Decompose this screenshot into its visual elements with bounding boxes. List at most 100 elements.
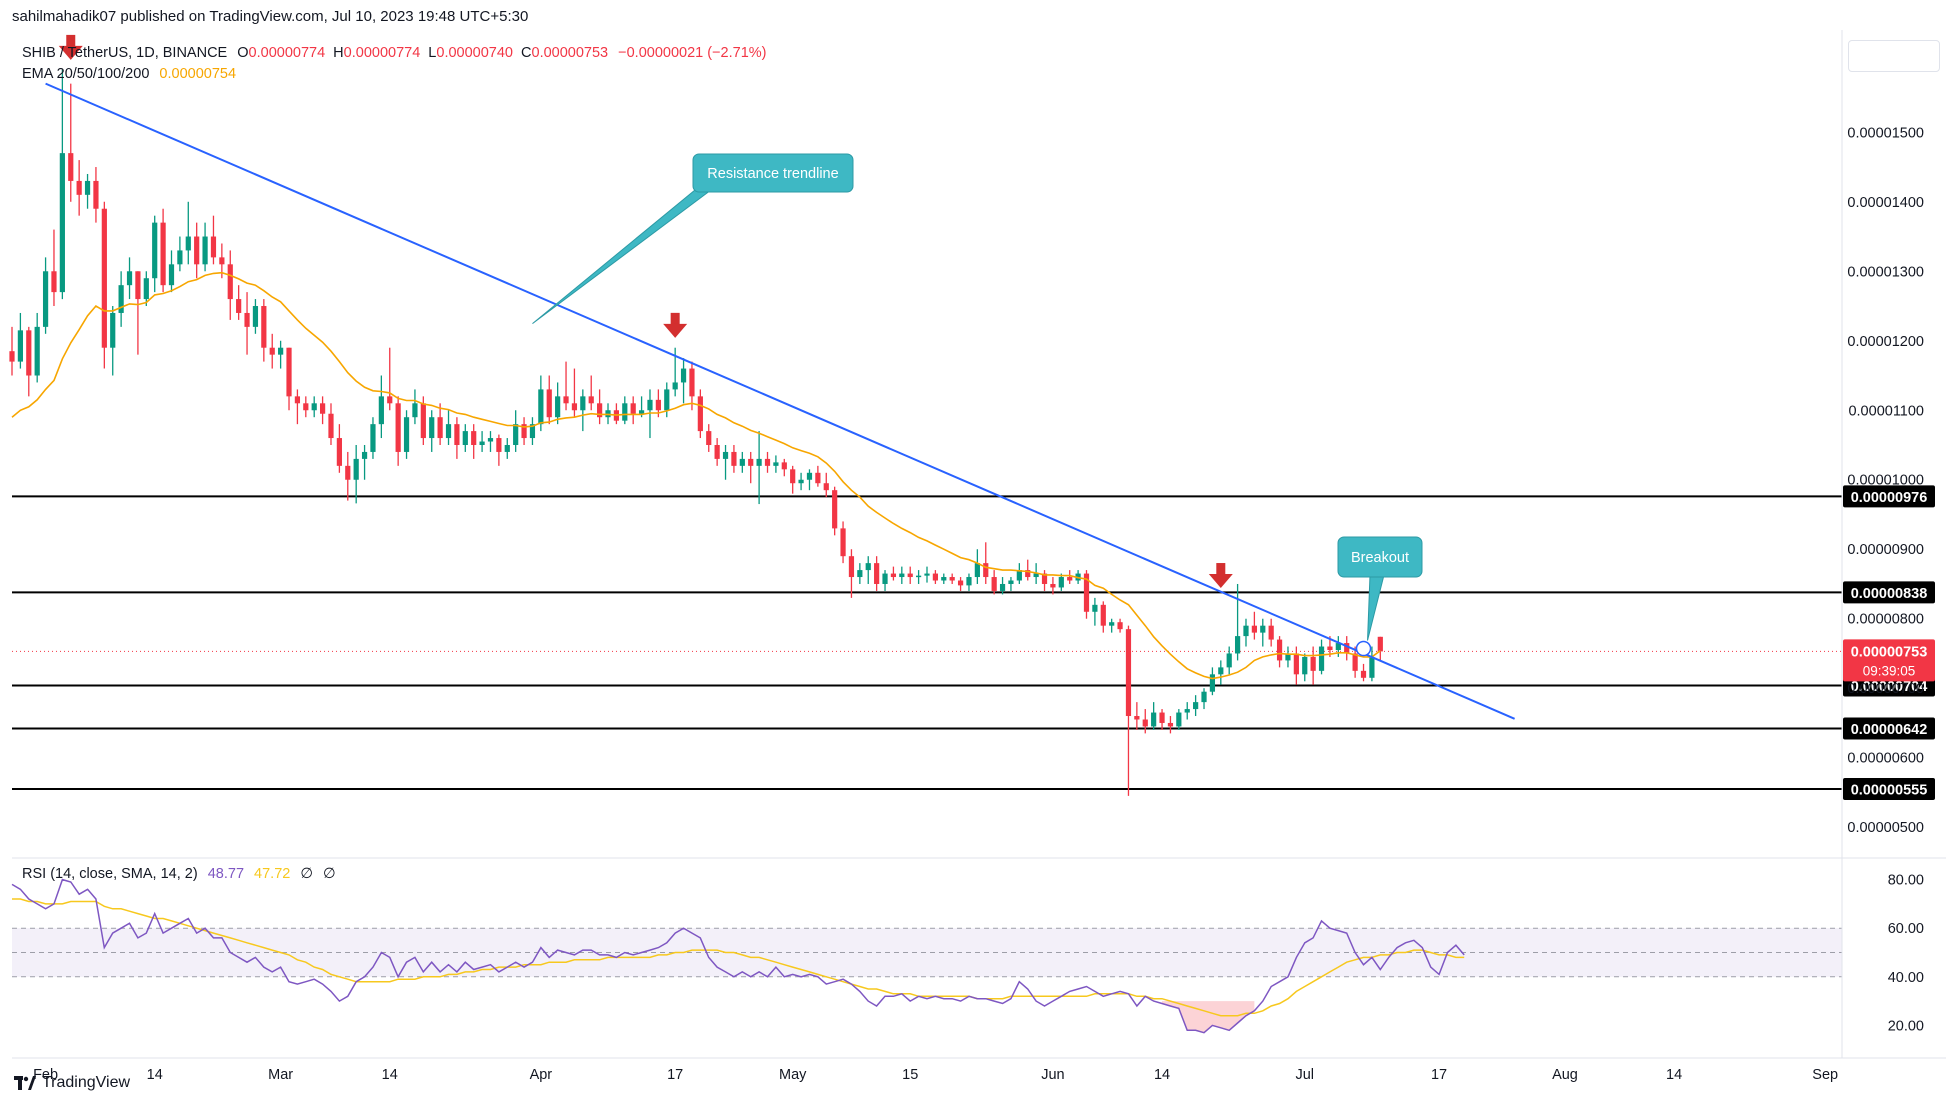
candle-body — [991, 577, 997, 591]
candle-body — [1344, 643, 1350, 654]
candle-body — [1083, 573, 1090, 612]
candle-body — [521, 424, 527, 439]
candle-body — [848, 556, 855, 578]
candle-body — [303, 403, 309, 411]
ema-label[interactable]: EMA 20/50/100/200 — [22, 66, 150, 82]
candle-body — [1310, 656, 1316, 671]
price-tick-label: 0.00000800 — [1847, 612, 1924, 628]
candle-body — [597, 403, 603, 418]
candle-body — [697, 396, 703, 432]
time-tick-label: 17 — [1431, 1067, 1447, 1083]
candle-body — [1193, 702, 1199, 710]
price-tick-label: 0.00001300 — [1847, 264, 1924, 280]
candle-body — [966, 577, 972, 586]
candle-body — [126, 271, 133, 286]
candle-body — [101, 208, 107, 348]
trendline — [45, 82, 1516, 720]
candle-body — [571, 403, 578, 411]
candle-body — [403, 417, 410, 452]
candle-body — [429, 417, 435, 439]
candle-body — [781, 462, 787, 470]
axis-labels: 0.00000500 0.00000600 0.00000700 0.00000800… — [33, 125, 1924, 1083]
rsi-oversold-fill — [1162, 1001, 1255, 1033]
low-label: L — [428, 45, 437, 61]
callout-box — [1337, 536, 1423, 578]
candle-body — [680, 368, 687, 383]
candle-body — [580, 396, 586, 411]
candle-body — [1167, 722, 1174, 727]
candle-body — [76, 180, 82, 195]
candle-body — [294, 396, 301, 404]
price-tick-label: 0.00000900 — [1847, 542, 1924, 558]
candle-body — [160, 222, 166, 286]
close-label: C — [521, 45, 532, 61]
candle-body — [210, 236, 217, 258]
candle-body — [622, 403, 628, 421]
candle-body — [252, 306, 259, 327]
candle-body — [93, 180, 99, 209]
footer-brand: TradingView — [14, 1074, 130, 1092]
top-right-button[interactable] — [1848, 40, 1940, 72]
candle-body — [689, 368, 695, 397]
callout-box — [692, 153, 854, 193]
candle-body — [1016, 570, 1022, 581]
candle-body — [143, 278, 149, 300]
candle-body — [387, 396, 393, 404]
time-tick-label: Jun — [1041, 1067, 1064, 1083]
candle-body — [378, 396, 384, 425]
candle-body — [899, 573, 905, 578]
candle-body — [345, 465, 351, 480]
callout-pointer — [532, 189, 713, 324]
candle-body — [714, 445, 720, 459]
candle-body — [420, 403, 426, 439]
candle-body — [798, 479, 804, 484]
candle-body — [1117, 622, 1123, 630]
level-tag-label: 0.00000555 — [1851, 782, 1928, 798]
candle-body — [1360, 670, 1367, 678]
candle-body — [529, 424, 536, 439]
rsi-sma-value: 47.72 — [254, 866, 291, 882]
candle-body — [764, 458, 771, 466]
time-tick-label: 17 — [667, 1067, 683, 1083]
candle-body — [1033, 573, 1039, 578]
candle-body — [1234, 636, 1241, 654]
candle-body — [907, 573, 913, 578]
candle-body — [353, 458, 359, 480]
candle-body — [857, 570, 863, 578]
symbol-name[interactable]: SHIB / TetherUS, 1D, BINANCE — [22, 45, 228, 61]
candle-body — [9, 351, 15, 362]
candle-body — [42, 271, 49, 327]
rsi-value: 48.77 — [207, 866, 245, 882]
last-price-label: 0.00000753 — [1851, 644, 1928, 660]
candle-body — [1058, 577, 1064, 588]
candle-body — [790, 469, 796, 484]
candle-body — [563, 396, 569, 404]
candle-body — [412, 403, 418, 418]
candle-body — [865, 563, 871, 571]
candle-body — [555, 396, 561, 418]
candle-body — [722, 451, 729, 459]
candle-body — [34, 326, 40, 376]
candle-body — [68, 153, 74, 181]
candle-body — [538, 389, 544, 425]
rsi-label[interactable]: RSI (14, close, SMA, 14, 2) — [22, 866, 198, 882]
candle-body — [1176, 712, 1182, 727]
candle-body — [496, 438, 502, 452]
candle-body — [51, 271, 57, 293]
candle-body — [471, 431, 477, 445]
level-tag — [1843, 485, 1935, 508]
candle-body — [932, 573, 938, 581]
candle-body — [513, 424, 519, 445]
candle-body — [261, 306, 267, 348]
candle-body — [1268, 625, 1274, 640]
candle-body — [84, 180, 91, 195]
candle-body — [437, 417, 443, 439]
candle-body — [1209, 674, 1216, 692]
price-tick-label: 0.00000500 — [1847, 820, 1924, 836]
open-label: O — [237, 45, 249, 61]
candle-body — [588, 396, 594, 404]
candle-body — [1352, 653, 1358, 671]
rsi-extra-1: ∅ — [300, 866, 314, 882]
candle-body — [1335, 643, 1341, 650]
